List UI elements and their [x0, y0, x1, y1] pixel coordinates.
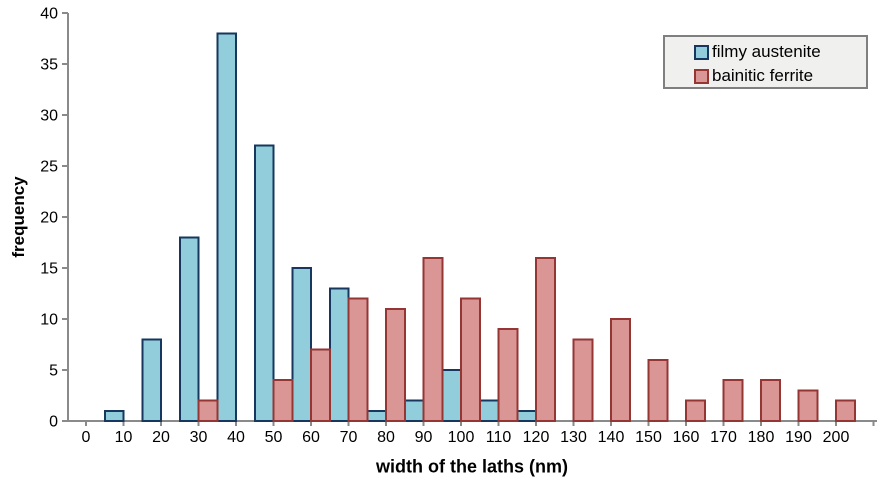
bar-filmy-austenite-90: [403, 399, 425, 423]
bar-filmy-austenite-20: [141, 338, 162, 422]
y-tick-label: 0: [49, 414, 58, 431]
x-tick-label: 80: [377, 429, 395, 446]
y-tick-label: 25: [40, 159, 58, 176]
legend-item-bainitic-ferrite: bainitic ferrite: [694, 64, 866, 88]
bar-bainitic-ferrite-200: [835, 399, 856, 423]
x-tick-label: 60: [302, 429, 320, 446]
x-tick-label: 130: [560, 429, 587, 446]
bar-bainitic-ferrite-190: [797, 389, 819, 422]
x-tick-label: 90: [415, 429, 433, 446]
legend-item-filmy-austenite: filmy austenite: [694, 40, 866, 64]
x-tick-label: 110: [486, 429, 512, 446]
bar-bainitic-ferrite-60: [310, 348, 331, 423]
x-tick-label: 140: [598, 429, 625, 446]
x-axis-title: width of the laths (nm): [376, 456, 568, 477]
legend-label-bainitic-ferrite: bainitic ferrite: [712, 66, 814, 85]
bar-bainitic-ferrite-30: [197, 399, 219, 423]
bar-bainitic-ferrite-70: [347, 297, 369, 423]
x-tick-label: 180: [748, 429, 775, 446]
bar-bainitic-ferrite-140: [610, 318, 631, 422]
bar-bainitic-ferrite-50: [272, 379, 294, 423]
bar-filmy-austenite-70: [328, 287, 350, 422]
y-axis-title: frequency: [9, 176, 28, 258]
x-tick-label: 40: [227, 429, 245, 446]
filmy-austenite-swatch-icon: [694, 44, 709, 60]
bar-bainitic-ferrite-180: [760, 379, 781, 423]
x-tick-label: 170: [710, 429, 737, 446]
x-tick-label: 20: [152, 429, 170, 446]
bar-filmy-austenite-100: [441, 369, 462, 422]
bar-bainitic-ferrite-80: [385, 307, 406, 422]
bainitic-ferrite-swatch-icon: [694, 68, 709, 84]
y-tick-label: 30: [40, 108, 58, 125]
bar-filmy-austenite-40: [216, 32, 237, 423]
y-tick-label: 5: [49, 363, 58, 380]
bar-bainitic-ferrite-150: [647, 358, 669, 422]
bar-bainitic-ferrite-100: [460, 297, 481, 423]
bar-filmy-austenite-10: [103, 409, 125, 422]
bar-filmy-austenite-120: [516, 409, 537, 422]
x-tick-label: 160: [673, 429, 700, 446]
x-tick-label: 120: [523, 429, 550, 446]
bar-filmy-austenite-50: [253, 144, 275, 422]
bar-bainitic-ferrite-170: [722, 379, 744, 423]
x-tick-label: 100: [448, 429, 475, 446]
bar-bainitic-ferrite-160: [685, 399, 706, 423]
x-tick-label: 0: [82, 429, 91, 446]
bar-filmy-austenite-80: [366, 409, 387, 422]
x-tick-label: 150: [635, 429, 662, 446]
x-tick-label: 30: [190, 429, 208, 446]
x-tick-label: 70: [340, 429, 358, 446]
bar-filmy-austenite-30: [178, 236, 200, 422]
y-tick-label: 35: [40, 57, 58, 74]
x-tick-label: 50: [265, 429, 283, 446]
y-tick-label: 40: [40, 6, 58, 23]
bar-filmy-austenite-60: [291, 267, 312, 422]
bar-filmy-austenite-110: [478, 399, 500, 423]
bar-bainitic-ferrite-120: [535, 256, 556, 422]
legend: filmy austenite bainitic ferrite: [663, 35, 868, 89]
y-tick-label: 10: [40, 312, 58, 329]
x-tick-label: 10: [115, 429, 133, 446]
bar-bainitic-ferrite-130: [572, 338, 594, 422]
bar-bainitic-ferrite-110: [497, 328, 519, 423]
y-tick-label: 15: [40, 261, 58, 278]
bar-bainitic-ferrite-90: [422, 256, 444, 422]
y-tick-label: 20: [40, 210, 58, 227]
x-tick-label: 200: [823, 429, 850, 446]
x-tick-label: 190: [785, 429, 812, 446]
legend-label-filmy-austenite: filmy austenite: [712, 42, 821, 61]
